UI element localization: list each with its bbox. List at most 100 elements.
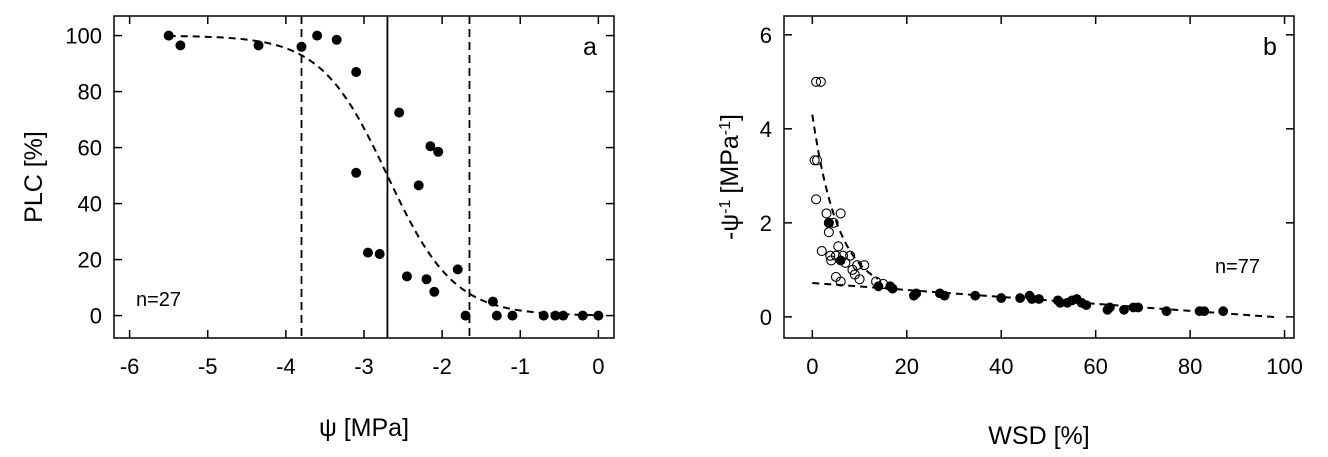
a-y-tick-label: 40 <box>78 192 102 217</box>
y-axis-label-a: PLC [%] <box>20 131 48 223</box>
a-data-point <box>296 41 307 52</box>
b-x-tick-label: 60 <box>1083 354 1107 379</box>
panel-letter-a: a <box>583 33 597 61</box>
plot-frame-b <box>783 15 1295 339</box>
a-data-point <box>433 146 444 157</box>
b-data-point-filled <box>1119 304 1129 315</box>
a-data-point <box>452 264 463 275</box>
a-data-point <box>507 310 518 321</box>
a-x-tick-label: -5 <box>198 354 218 379</box>
a-ticks: -6 -5 -4 -3 -2 -1 0 0 20 40 60 80 100 <box>65 16 614 379</box>
a-data-point <box>351 67 362 77</box>
a-y-tick-label: 20 <box>78 248 102 273</box>
b-data-point-open <box>847 264 858 275</box>
b-data-point-open <box>825 250 836 261</box>
plot-frame-a <box>113 15 615 339</box>
x-axis-label-b: WSD [%] <box>988 422 1089 450</box>
b-data-point-filled <box>1161 306 1172 317</box>
b-data-point-filled <box>1034 294 1044 304</box>
y-axis-label-b: -ψ-1[MPa-1] <box>716 114 744 240</box>
a-data-point <box>362 247 373 258</box>
a-data-point <box>175 40 186 51</box>
b-data-point-filled <box>970 290 981 301</box>
b-y-tick-label: 6 <box>760 23 772 48</box>
b-x-tick-label: 0 <box>806 354 818 379</box>
b-data-point-filled <box>1133 302 1144 313</box>
a-data-point <box>394 107 405 118</box>
a-y-tick-label: 0 <box>90 304 102 329</box>
b-data-point-open <box>835 276 846 287</box>
b-data-point-open <box>859 260 870 271</box>
a-x-tick-label: -2 <box>432 354 452 379</box>
b-data-point-open <box>854 274 865 285</box>
annotation-b: n=77 <box>1215 256 1260 278</box>
b-data-point-filled <box>911 288 922 299</box>
a-data-point <box>593 310 604 321</box>
b-data-point-filled <box>823 217 834 228</box>
a-data-point <box>460 310 471 321</box>
b-data-point-filled <box>1218 306 1229 317</box>
b-data-point-open <box>811 194 822 205</box>
b-data-point-filled <box>887 283 898 294</box>
y-axis-label-b-symbol: -ψ <box>716 214 744 240</box>
a-y-tick-label: 100 <box>65 24 102 49</box>
b-data-point-open <box>845 250 856 261</box>
a-data-point <box>429 286 440 297</box>
b-ticks: 0 20 40 60 80 100 0 2 4 6 <box>760 16 1303 379</box>
a-points <box>163 30 604 321</box>
annotation-a: n=27 <box>136 289 181 311</box>
b-data-point-filled <box>939 290 950 301</box>
a-data-point <box>331 34 342 45</box>
a-data-point <box>421 274 432 285</box>
b-x-tick-label: 40 <box>989 354 1013 379</box>
a-y-tick-label: 80 <box>78 80 102 105</box>
a-data-point <box>253 40 264 51</box>
y-axis-label-b-close: ] <box>716 114 744 121</box>
b-data-point-open <box>816 245 827 257</box>
b-data-point-open <box>809 155 820 166</box>
a-data-point <box>538 310 549 321</box>
a-x-tick-label: -3 <box>354 354 374 379</box>
b-data-point-filled <box>873 281 884 292</box>
y-axis-label-b-unit: [MPa <box>716 135 744 193</box>
b-data-point-filled <box>1104 302 1115 313</box>
b-data-point-open <box>826 255 837 266</box>
b-data-point-filled <box>1015 293 1026 303</box>
b-y-tick-label: 4 <box>760 117 772 142</box>
b-data-point-open <box>815 76 826 87</box>
b-x-tick-label: 100 <box>1266 354 1303 379</box>
a-data-point <box>425 141 436 152</box>
a-data-point <box>374 249 385 259</box>
a-x-tick-label: -1 <box>510 354 530 379</box>
panel-letter-b: b <box>1263 33 1277 61</box>
a-data-point <box>550 310 561 321</box>
x-axis-label-a: ψ [MPa] <box>319 414 409 442</box>
b-y-tick-label: 2 <box>760 211 772 236</box>
a-data-point <box>491 310 502 321</box>
a-y-tick-label: 60 <box>78 136 102 161</box>
a-fit-curve <box>168 35 599 317</box>
b-fit-curve-open <box>811 114 879 280</box>
b-data-point-open <box>823 227 834 238</box>
b-points <box>809 76 1229 317</box>
a-data-point <box>413 180 424 191</box>
a-data-point <box>163 30 174 41</box>
b-data-point-open <box>833 241 844 252</box>
b-data-point-filled <box>835 255 846 266</box>
b-data-point-filled <box>1081 300 1092 310</box>
b-x-tick-label: 20 <box>895 354 919 379</box>
a-data-point <box>351 167 362 178</box>
a-x-tick-label: -4 <box>276 354 296 379</box>
a-data-point <box>577 310 588 321</box>
a-data-point <box>487 296 498 307</box>
b-data-point-open <box>812 155 823 166</box>
b-x-tick-label: 80 <box>1178 354 1202 379</box>
a-data-point <box>312 30 323 41</box>
a-data-point <box>401 271 412 282</box>
panel-a: -6 -5 -4 -3 -2 -1 0 0 20 40 60 80 100 a n=27 ψ [MPa]… <box>20 15 615 442</box>
b-data-point-filled <box>996 293 1007 303</box>
a-x-tick-label: -6 <box>120 354 140 379</box>
a-x-tick-label: 0 <box>592 354 604 379</box>
